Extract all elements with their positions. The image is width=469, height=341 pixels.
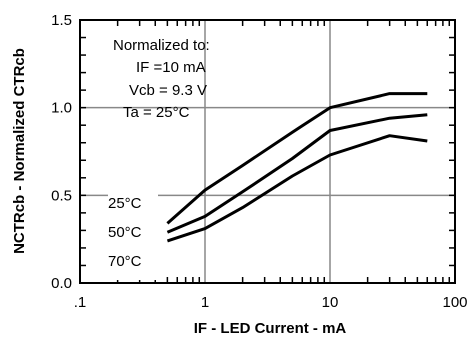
x-tick-label: 1	[201, 294, 209, 311]
series-line-2	[166, 113, 428, 234]
annotation-line-3: Vcb = 9.3 V	[129, 82, 207, 99]
plot-frame	[79, 19, 456, 284]
y-axis-label: NCTRcb - Normalized CTRcb	[11, 48, 28, 254]
x-tick-label: .1	[74, 294, 87, 311]
series-lines	[166, 92, 428, 243]
y-tick-labels: 0.0 0.5 1.0 1.5	[51, 12, 72, 292]
series-label-25c: 25°C	[108, 195, 142, 212]
x-axis-label: IF - LED Current - mA	[194, 320, 347, 337]
y-tick-label: 0.5	[51, 187, 72, 204]
x-tick-label: 100	[442, 294, 467, 311]
y-tick-label: 1.0	[51, 100, 72, 117]
series-label-50c: 50°C	[108, 224, 142, 241]
y-tick-label: 1.5	[51, 12, 72, 29]
annotation-line-2: IF =10 mA	[136, 59, 206, 76]
series-line-1	[166, 92, 428, 225]
y-tick-label: 0.0	[51, 275, 72, 292]
series-label-70c: 70°C	[108, 253, 142, 270]
series-line-3	[166, 134, 428, 243]
series-label-mask	[108, 188, 158, 280]
x-tick-labels: .1 1 10 100	[74, 294, 468, 311]
annotation-line-1: Normalized to:	[113, 37, 210, 54]
x-tick-label: 10	[322, 294, 339, 311]
annotation-line-4: Ta = 25°C	[123, 104, 190, 121]
